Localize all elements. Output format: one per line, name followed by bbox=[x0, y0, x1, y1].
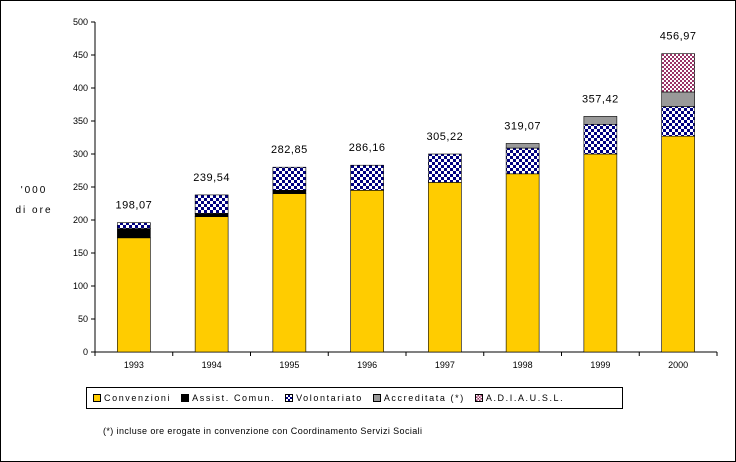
y-tick-label: 50 bbox=[78, 314, 88, 324]
x-tick-label-1999: 1999 bbox=[590, 360, 610, 370]
bar-segment-volontariato-1999 bbox=[583, 124, 618, 155]
y-tick-label: 500 bbox=[73, 17, 88, 27]
bar-segment-convenzioni-1995 bbox=[272, 193, 307, 353]
bar-segment-accreditata-1998 bbox=[505, 143, 540, 149]
y-tick-label: 450 bbox=[73, 50, 88, 60]
legend-item-adia-usl: A.D.I.A.U.S.L. bbox=[474, 393, 565, 403]
legend: Convenzioni Assist. Comun. Volontariato … bbox=[86, 387, 623, 409]
chart-axes: 0 50 100 150 200 250 300 350 400 450 500 bbox=[73, 17, 718, 357]
legend-swatch-volontariato bbox=[285, 394, 294, 402]
bar-total-label-1994: 239,54 bbox=[193, 172, 230, 184]
bar-segment-accreditata-2000 bbox=[661, 91, 695, 107]
x-tick-label-1997: 1997 bbox=[435, 360, 455, 370]
legend-label: Assist. Comun. bbox=[192, 393, 276, 403]
y-tick-label: 100 bbox=[73, 281, 88, 291]
bar-segment-volontariato-2000 bbox=[661, 106, 695, 137]
chart-bars bbox=[117, 53, 695, 353]
y-tick-label: 0 bbox=[83, 347, 88, 357]
x-tick-label-1996: 1996 bbox=[357, 360, 377, 370]
y-tick-label: 250 bbox=[73, 182, 88, 192]
bar-segment-accreditata-1999 bbox=[583, 116, 618, 125]
bar-segment-volontariato-1998 bbox=[505, 147, 540, 175]
bar-total-label-1998: 319,07 bbox=[504, 120, 541, 132]
bar-segment-convenzioni-1996 bbox=[350, 190, 384, 353]
bar-segment-convenzioni-1997 bbox=[428, 182, 462, 353]
bar-total-label-1996: 286,16 bbox=[349, 142, 386, 154]
x-tick-label-1994: 1994 bbox=[202, 360, 222, 370]
bar-segment-convenzioni-1993 bbox=[117, 237, 151, 353]
bar-segment-assist-comun-1994 bbox=[194, 213, 229, 217]
bar-segment-volontariato-1996 bbox=[350, 164, 384, 191]
legend-item-accreditata: Accreditata (*) bbox=[372, 393, 465, 403]
chart-labels: 198,07 1993 239,54 1994 282,85 1995 286,16 1996… bbox=[116, 31, 697, 370]
bar-segment-volontariato-1994 bbox=[194, 194, 229, 214]
bar-total-label-1995: 282,85 bbox=[271, 144, 308, 156]
y-tick-label: 400 bbox=[73, 83, 88, 93]
bar-segment-convenzioni-1994 bbox=[194, 216, 229, 353]
legend-swatch-convenzioni bbox=[93, 394, 101, 402]
y-tick-label: 200 bbox=[73, 215, 88, 225]
legend-item-convenzioni: Convenzioni bbox=[93, 393, 171, 403]
bar-segment-convenzioni-1998 bbox=[505, 173, 540, 353]
bar-segment-assist-comun-1995 bbox=[272, 190, 307, 194]
legend-label: Volontariato bbox=[296, 393, 363, 403]
bar-segment-volontariato-1995 bbox=[272, 166, 307, 191]
y-axis-label: '000 di ore bbox=[15, 185, 53, 216]
bar-segment-volontariato-1993 bbox=[117, 222, 151, 229]
legend-swatch-adia-usl bbox=[474, 394, 483, 402]
footnote: (*) incluse ore erogate in convenzione c… bbox=[103, 426, 423, 436]
x-tick-label-1998: 1998 bbox=[513, 360, 533, 370]
bar-total-label-2000: 456,97 bbox=[660, 31, 697, 43]
legend-swatch-assist-comun bbox=[181, 394, 190, 402]
legend-label: A.D.I.A.U.S.L. bbox=[485, 393, 565, 403]
bar-segment-a-d-i-a-u-s-l-2000 bbox=[661, 53, 695, 93]
bar-total-label-1997: 305,22 bbox=[427, 131, 464, 143]
legend-swatch-accreditata bbox=[372, 394, 381, 402]
legend-item-assist-comun: Assist. Comun. bbox=[181, 393, 275, 403]
bar-total-label-1999: 357,42 bbox=[582, 93, 619, 105]
y-tick-label: 150 bbox=[73, 248, 88, 258]
legend-label: Accreditata (*) bbox=[383, 393, 465, 403]
y-tick-label: 350 bbox=[73, 116, 88, 126]
bar-segment-volontariato-1997 bbox=[428, 153, 462, 183]
legend-item-volontariato: Volontariato bbox=[285, 393, 363, 403]
y-tick-label: 300 bbox=[73, 149, 88, 159]
x-tick-label-1993: 1993 bbox=[124, 360, 144, 370]
bar-segment-convenzioni-2000 bbox=[661, 135, 695, 353]
bar-segment-convenzioni-1999 bbox=[583, 153, 618, 353]
x-tick-label-2000: 2000 bbox=[668, 360, 688, 370]
legend-label: Convenzioni bbox=[104, 393, 172, 403]
bar-total-label-1993: 198,07 bbox=[116, 200, 153, 212]
bar-segment-assist-comun-1993 bbox=[117, 228, 151, 239]
x-tick-label-1995: 1995 bbox=[279, 360, 299, 370]
